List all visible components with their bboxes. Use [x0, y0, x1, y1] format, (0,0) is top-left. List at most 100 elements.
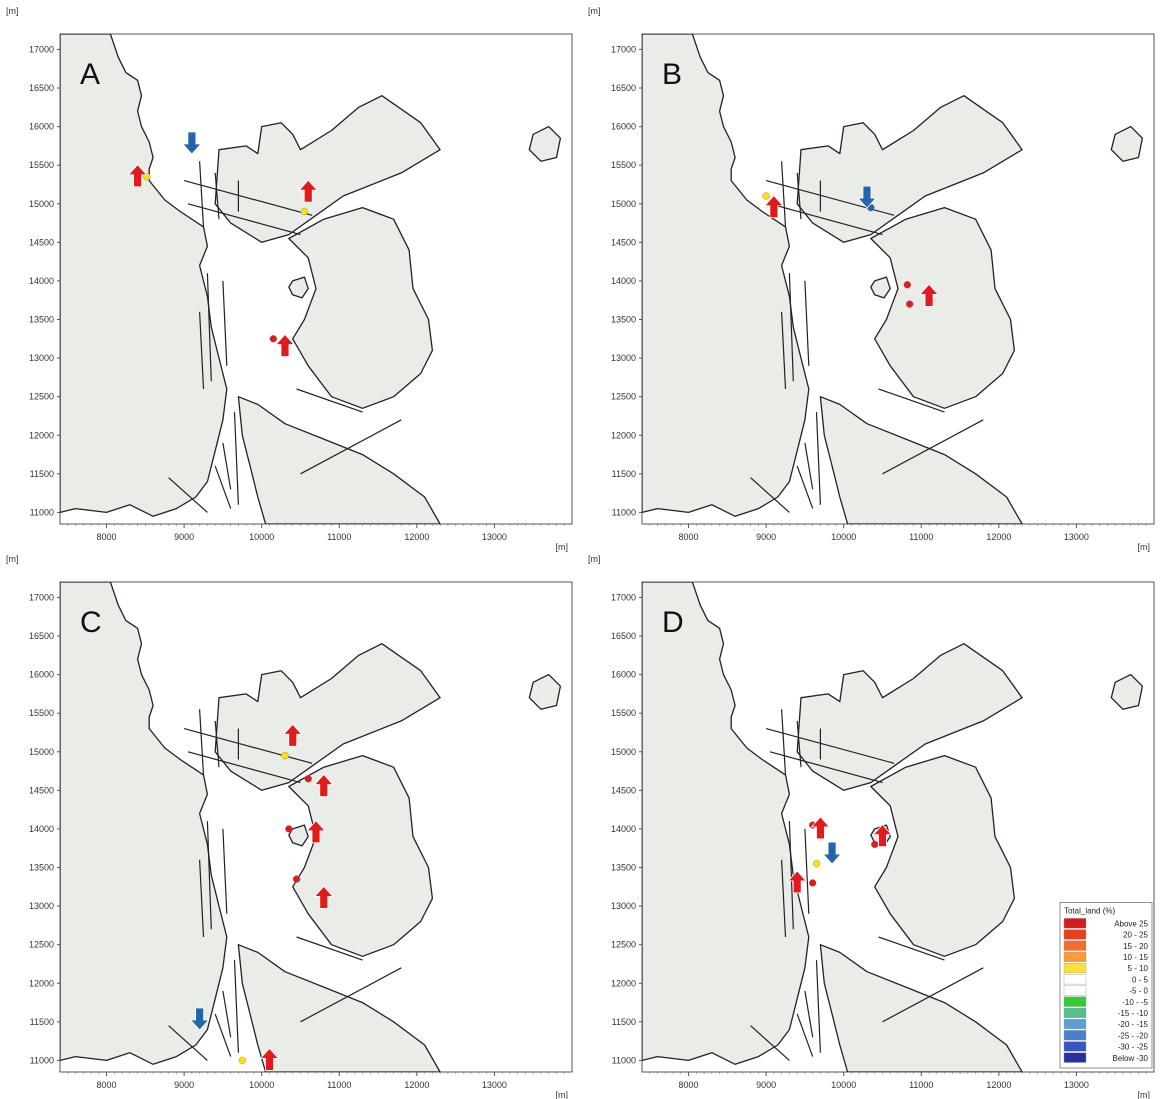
x-tick-label: 10000	[249, 1080, 274, 1090]
y-tick-label: 12000	[29, 978, 54, 988]
pier-line	[804, 828, 810, 914]
y-tick-label: 13000	[29, 901, 54, 911]
pier-line	[168, 1025, 208, 1061]
x-tick-label: 9000	[756, 532, 776, 542]
y-tick-label: 12000	[29, 430, 54, 440]
change-marker	[903, 281, 912, 289]
x-tick-label: 8000	[97, 1080, 117, 1090]
land-northeast	[214, 643, 441, 791]
y-tick-label: 11000	[30, 507, 54, 517]
land-west	[60, 582, 228, 1065]
y-tick-label: 12500	[611, 940, 636, 950]
y-tick-label: 12500	[611, 392, 636, 402]
y-tick-label: 16500	[611, 631, 636, 641]
legend-label: -15 - -10	[1118, 1009, 1149, 1018]
arrow-down-icon	[181, 131, 202, 155]
x-tick-label: 13000	[1064, 1080, 1089, 1090]
legend-swatch	[1063, 1041, 1087, 1052]
legend-label: -10 - -5	[1122, 998, 1148, 1007]
pier-line	[796, 720, 802, 768]
y-tick-label: 11000	[30, 1055, 54, 1065]
y-tick-label: 13000	[29, 353, 54, 363]
pier-line	[781, 859, 787, 938]
arrow-up-icon	[787, 870, 808, 894]
change-marker	[812, 859, 821, 868]
pier-line	[214, 172, 220, 220]
y-tick-label: 17000	[29, 592, 54, 602]
y-tick-label: 15500	[611, 160, 636, 170]
x-tick-label: 8000	[679, 532, 699, 542]
arrow-up-icon	[313, 885, 334, 909]
pier-line	[804, 442, 814, 490]
arrow-up-icon	[872, 824, 893, 848]
change-marker	[762, 192, 770, 200]
x-tick-label: 10000	[831, 1080, 856, 1090]
island-offshore	[1110, 125, 1144, 162]
y-tick-label: 11500	[30, 1017, 54, 1027]
x-tick-label: 9000	[174, 532, 194, 542]
pier-line	[206, 821, 212, 930]
y-tick-label: 13500	[29, 315, 54, 325]
legend-swatch	[1063, 1052, 1087, 1063]
y-tick-label: 17000	[611, 44, 636, 54]
pier-line	[769, 751, 883, 784]
arrow-up-icon	[810, 816, 831, 840]
legend-swatch	[1063, 929, 1087, 940]
pier-line	[796, 465, 814, 509]
x-tick-label: 12000	[404, 532, 429, 542]
pier-line	[300, 419, 402, 475]
pier-line	[750, 1025, 790, 1061]
pier-line	[796, 1013, 814, 1057]
arrow-up-icon	[313, 773, 334, 797]
x-tick-label: 9000	[174, 1080, 194, 1090]
x-tick-label: 12000	[986, 532, 1011, 542]
island-inner	[288, 824, 309, 847]
y-tick-label: 14000	[29, 824, 54, 834]
change-marker	[269, 335, 278, 343]
pier-line	[199, 859, 205, 938]
y-tick-label: 12000	[611, 430, 636, 440]
pier-line	[214, 465, 232, 509]
x-tick-label: 8000	[97, 532, 117, 542]
y-tick-label: 11500	[30, 469, 54, 479]
pier-line	[815, 960, 821, 1053]
pier-line	[296, 388, 363, 413]
land-east	[870, 754, 1016, 957]
y-tick-label: 13000	[611, 901, 636, 911]
legend-label: -20 - -15	[1118, 1020, 1149, 1029]
legend-label: -5 - 0	[1129, 987, 1148, 996]
y-tick-label: 14500	[611, 237, 636, 247]
pier-line	[233, 960, 239, 1053]
legend-label: 5 - 10	[1128, 964, 1149, 973]
pier-line	[222, 828, 228, 914]
arrow-up-icon	[919, 283, 939, 307]
x-tick-label: 8000	[679, 1080, 699, 1090]
panel-label: B	[662, 58, 682, 91]
y-tick-label: 15500	[611, 708, 636, 718]
y-tick-label: 14500	[29, 785, 54, 795]
y-unit-label: [m]	[588, 554, 601, 564]
pier-line	[199, 709, 205, 775]
land-south	[819, 944, 1023, 1072]
land-east	[288, 206, 434, 409]
legend-swatch	[1063, 951, 1087, 962]
map-svg: 11000 11500 12000 12500 13000 13500 14000 14500…	[588, 6, 1155, 552]
pier-line	[769, 203, 883, 236]
change-marker	[292, 875, 301, 883]
map-svg: 11000 11500 12000 12500 13000 13500 14000 14500…	[6, 6, 573, 552]
x-tick-label: 13000	[482, 532, 507, 542]
x-tick-label: 11000	[909, 532, 933, 542]
pier-line	[882, 967, 984, 1023]
y-unit-label: [m]	[588, 6, 601, 16]
change-marker	[285, 825, 293, 833]
arrow-down-icon	[857, 185, 877, 209]
y-tick-label: 15000	[29, 747, 54, 757]
y-tick-label: 16000	[611, 122, 636, 132]
legend-swatch	[1063, 985, 1087, 996]
legend-label: 15 - 20	[1123, 942, 1148, 951]
y-tick-label: 12500	[29, 940, 54, 950]
pier-line	[206, 273, 212, 382]
y-tick-label: 14500	[29, 237, 54, 247]
y-tick-label: 11000	[612, 1055, 636, 1065]
x-tick-label: 12000	[986, 1080, 1011, 1090]
